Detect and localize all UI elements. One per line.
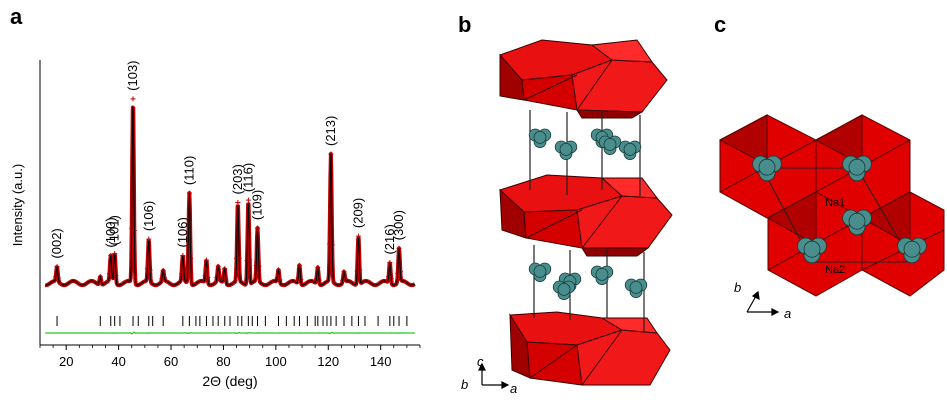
- peak-labels: (002) (100)(101) (103) (106) (106) (110) (203)…: [49, 60, 406, 258]
- observed-point: [130, 96, 136, 102]
- xrd-chart: Intensity (a.u.) 2Θ (deg) 20 40 60 80 100 120…: [10, 60, 421, 389]
- panel-c-inplane-view: c Na1 Na2 b a: [712, 0, 947, 395]
- peak-label: (300): [391, 210, 406, 240]
- na-atom: [559, 142, 573, 156]
- octahedra-layer-bottom: [509, 311, 671, 386]
- peak-label: (116): [240, 163, 255, 192]
- na-atom: [603, 137, 617, 151]
- difference-line: [45, 331, 415, 335]
- difference-curve: [45, 331, 415, 335]
- axis-label-b: b: [461, 377, 468, 392]
- axis-label-b-c: b: [734, 280, 741, 295]
- na-atom: [803, 240, 821, 258]
- na-atom: [758, 158, 776, 176]
- na-atom: [848, 158, 866, 176]
- octahedra-layer-top: [499, 39, 668, 119]
- na-atom: [848, 212, 866, 230]
- axis-indicator-c: [746, 290, 780, 316]
- peak-label: (002): [49, 228, 64, 258]
- peak-label: (106): [141, 201, 156, 231]
- calculated-line: [45, 106, 416, 286]
- peak-label: (106): [175, 217, 190, 247]
- panel-letter-b: b: [458, 12, 472, 37]
- x-tick-label: 140: [370, 354, 392, 369]
- na-atom: [533, 264, 547, 278]
- observed-point: [245, 197, 251, 203]
- observed-point: [355, 233, 361, 239]
- na-atom: [623, 142, 637, 156]
- peak-label: (216): [382, 224, 397, 254]
- na-atom: [629, 280, 643, 294]
- x-tick-label: 80: [216, 354, 230, 369]
- panel-a-xrd-pattern: a Intensity (a.u.) 2Θ (deg) 20 40 60 80 100 1…: [0, 0, 440, 395]
- panel-letter-a: a: [10, 4, 23, 29]
- na-atom: [533, 130, 547, 144]
- peak-label: (203): [230, 164, 245, 194]
- peak-label: (109): [250, 190, 265, 220]
- na-atom: [557, 282, 571, 296]
- interlayer-bonds: [529, 110, 645, 332]
- bragg-ticks: [56, 316, 408, 326]
- axis-indicator-b: [478, 362, 510, 389]
- na-atom: [595, 267, 609, 281]
- na-atom: [903, 240, 921, 258]
- site-label-na2: Na2: [825, 264, 845, 276]
- peak-label: (100): [103, 217, 118, 247]
- x-tick-label: 120: [317, 354, 339, 369]
- x-tick-label: 100: [265, 354, 287, 369]
- site-label-na1: Na1: [825, 197, 845, 209]
- peak-label: (213): [323, 116, 338, 146]
- peak-label: (209): [350, 198, 365, 228]
- na-atoms-inplane: [752, 155, 927, 264]
- peak-label: (103): [125, 60, 140, 90]
- layer-stack-view: c b a: [461, 39, 673, 396]
- x-tick-label: 40: [111, 354, 125, 369]
- na-atoms-interlayer: [528, 128, 648, 301]
- octahedra-layer-middle: [499, 174, 673, 257]
- peak-label: (110): [181, 156, 196, 185]
- axis-label-a: a: [510, 381, 517, 395]
- axis-label-a-c: a: [784, 306, 791, 321]
- x-tick-label: 20: [59, 354, 73, 369]
- x-axis-label: 2Θ (deg): [202, 373, 257, 389]
- calculated-curve: [45, 106, 416, 286]
- observed-point: [235, 199, 241, 205]
- y-axis-label: Intensity (a.u.): [10, 164, 25, 246]
- x-ticks: 20 40 60 80 100 120 140: [39, 345, 421, 369]
- panel-letter-c: c: [714, 12, 727, 37]
- axis-label-c: c: [477, 354, 484, 369]
- x-tick-label: 60: [164, 354, 178, 369]
- panel-b-crystal-structure: b: [452, 0, 682, 396]
- inplane-view: Na1 Na2 b a: [718, 114, 945, 321]
- peak-label: (101): [107, 215, 122, 245]
